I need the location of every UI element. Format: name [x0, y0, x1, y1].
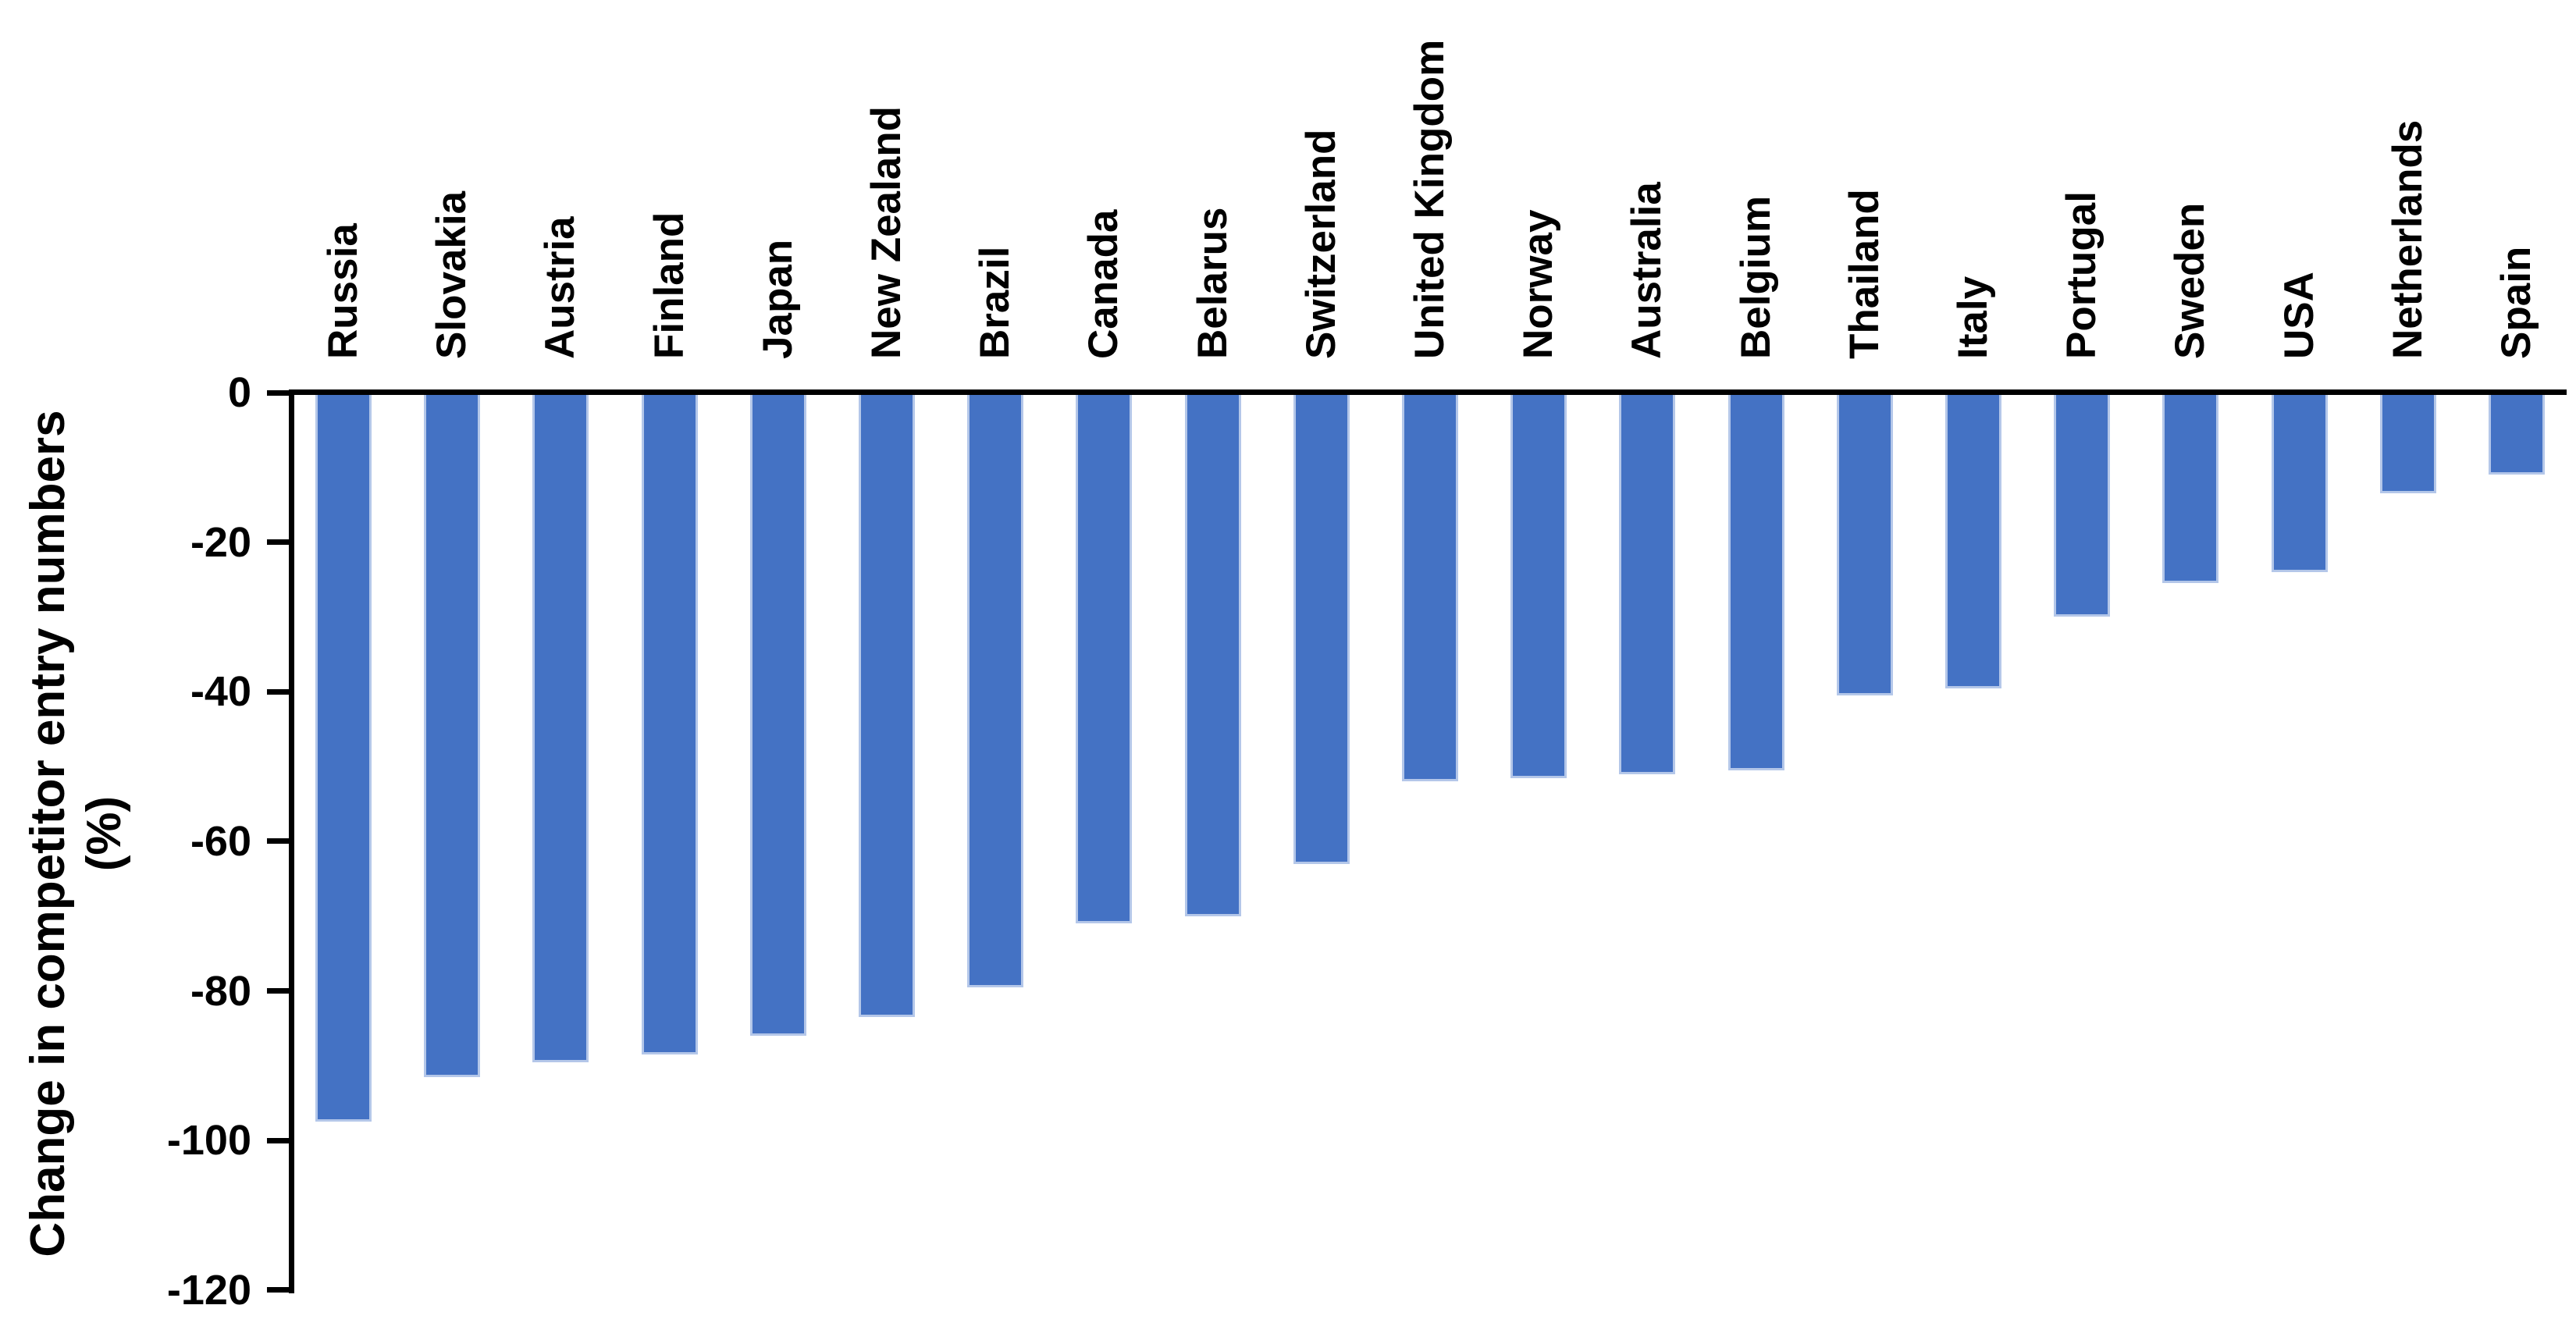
category-label-thailand: Thailand [1841, 189, 1888, 359]
bar-canada [1076, 395, 1133, 923]
bar-usa [2271, 395, 2328, 572]
category-label-switzerland: Switzerland [1297, 129, 1344, 359]
y-tick-label--40: -40 [190, 668, 251, 716]
y-axis-line [289, 389, 294, 1293]
category-label-slovakia: Slovakia [429, 190, 475, 359]
bar-finland [641, 395, 698, 1054]
category-label-brazil: Brazil [972, 246, 1019, 359]
category-label-spain: Spain [2493, 246, 2539, 359]
y-tick-label--20: -20 [190, 518, 251, 566]
category-label-united-kingdom: United Kingdom [1407, 39, 1453, 359]
y-tick-label--120: -120 [166, 1266, 251, 1314]
y-tick-mark--120 [267, 1287, 289, 1293]
bar-portugal [2054, 395, 2111, 617]
category-label-japan: Japan [754, 239, 801, 359]
category-label-belgium: Belgium [1732, 195, 1779, 359]
category-label-belarus: Belarus [1189, 207, 1236, 359]
bar-new-zealand [859, 395, 915, 1017]
category-label-finland: Finland [646, 212, 692, 359]
bar-slovakia [424, 395, 481, 1077]
bar-switzerland [1293, 395, 1350, 864]
y-tick-mark--80 [267, 988, 289, 994]
category-label-australia: Australia [1624, 182, 1670, 359]
y-tick-label--60: -60 [190, 817, 251, 865]
category-label-norway: Norway [1515, 209, 1562, 359]
bar-sweden [2162, 395, 2219, 583]
y-tick-mark-0 [267, 389, 289, 396]
category-label-new-zealand: New Zealand [863, 106, 909, 359]
bar-italy [1945, 395, 2001, 688]
y-tick-mark--60 [267, 838, 289, 845]
y-tick-label--100: -100 [166, 1117, 251, 1165]
bar-japan [749, 395, 806, 1036]
category-label-netherlands: Netherlands [2384, 119, 2431, 359]
category-label-sweden: Sweden [2167, 202, 2214, 359]
category-label-usa: USA [2275, 272, 2322, 359]
category-label-italy: Italy [1950, 276, 1996, 359]
bar-norway [1510, 395, 1567, 778]
category-label-austria: Austria [537, 216, 584, 359]
bar-united-kingdom [1402, 395, 1458, 781]
bar-brazil [967, 395, 1024, 987]
bar-spain [2489, 395, 2545, 475]
y-tick-label-0: 0 [227, 369, 251, 416]
bar-australia [1619, 395, 1676, 774]
category-label-canada: Canada [1080, 209, 1127, 359]
bar-netherlands [2379, 395, 2436, 493]
y-tick-mark--100 [267, 1137, 289, 1143]
bar-russia [315, 395, 372, 1122]
y-tick-label--80: -80 [190, 967, 251, 1015]
category-label-russia: Russia [320, 223, 366, 359]
bar-belarus [1184, 395, 1241, 916]
bar-thailand [1836, 395, 1893, 695]
y-tick-mark--40 [267, 688, 289, 695]
bar-austria [532, 395, 589, 1062]
bar-belgium [1727, 395, 1784, 770]
category-label-portugal: Portugal [2058, 191, 2105, 359]
x-axis-zero-line [289, 389, 2567, 395]
y-tick-mark--20 [267, 539, 289, 546]
